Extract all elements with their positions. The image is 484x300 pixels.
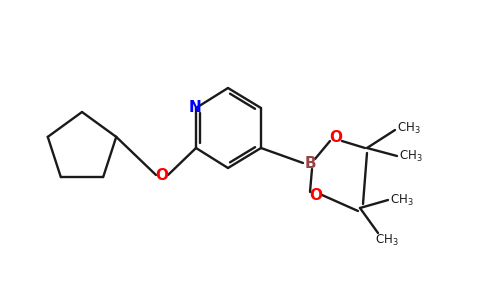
Text: O: O (155, 167, 168, 182)
Text: CH$_3$: CH$_3$ (390, 193, 414, 208)
Text: CH$_3$: CH$_3$ (399, 148, 423, 164)
Text: B: B (304, 155, 316, 170)
Text: CH$_3$: CH$_3$ (375, 232, 399, 247)
Text: O: O (330, 130, 343, 146)
Text: O: O (309, 188, 322, 202)
Text: CH$_3$: CH$_3$ (397, 120, 421, 136)
Text: N: N (189, 100, 201, 116)
